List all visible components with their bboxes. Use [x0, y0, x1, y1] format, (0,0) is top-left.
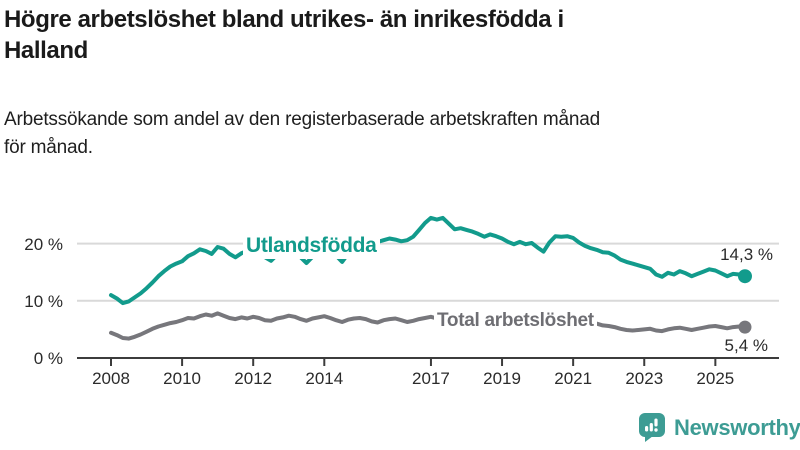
series-label-total-arbetsloshet: Total arbetslöshet	[434, 309, 597, 333]
newsworthy-chart-bubble-icon	[639, 413, 665, 442]
y-tick-label-10: 10 %	[24, 292, 63, 311]
chart-title-line1: Högre arbetslöshet bland utrikes- än inr…	[4, 6, 564, 33]
newsworthy-logo: Newsworthy	[638, 412, 800, 443]
chart-title: Högre arbetslöshet bland utrikes- än inr…	[4, 4, 784, 66]
end-value-utlandsfodda: 14,3 %	[720, 245, 773, 264]
x-tick-label-2023: 2023	[625, 369, 663, 388]
end-dot-series-1	[738, 320, 752, 334]
chart-subtitle-line1: Arbetssökande som andel av den registerb…	[4, 109, 601, 130]
end-value-total: 5,4 %	[724, 336, 768, 355]
x-tick-label-2019: 2019	[483, 369, 521, 388]
chart-subtitle-line2: för månad.	[4, 137, 93, 158]
x-tick-label-2014: 2014	[305, 369, 343, 388]
line-series-0	[109, 215, 747, 306]
chart-title-line2: Halland	[4, 37, 88, 64]
line-series-1	[109, 311, 747, 341]
x-tick-label-2010: 2010	[163, 369, 201, 388]
x-tick-label-2008: 2008	[92, 369, 130, 388]
chart-subtitle: Arbetssökande som andel av den registerb…	[4, 106, 774, 162]
x-tick-label-2012: 2012	[234, 369, 272, 388]
y-tick-label-20: 20 %	[24, 235, 63, 254]
x-tick-label-2017: 2017	[412, 369, 450, 388]
y-tick-label-0: 0 %	[33, 349, 63, 368]
series-label-utlandsfodda: Utlandsfödda	[243, 233, 380, 259]
x-tick-label-2025: 2025	[696, 369, 734, 388]
x-tick-label-2021: 2021	[554, 369, 592, 388]
end-dot-series-0	[737, 269, 752, 284]
newsworthy-wordmark: Newsworthy	[674, 414, 800, 440]
